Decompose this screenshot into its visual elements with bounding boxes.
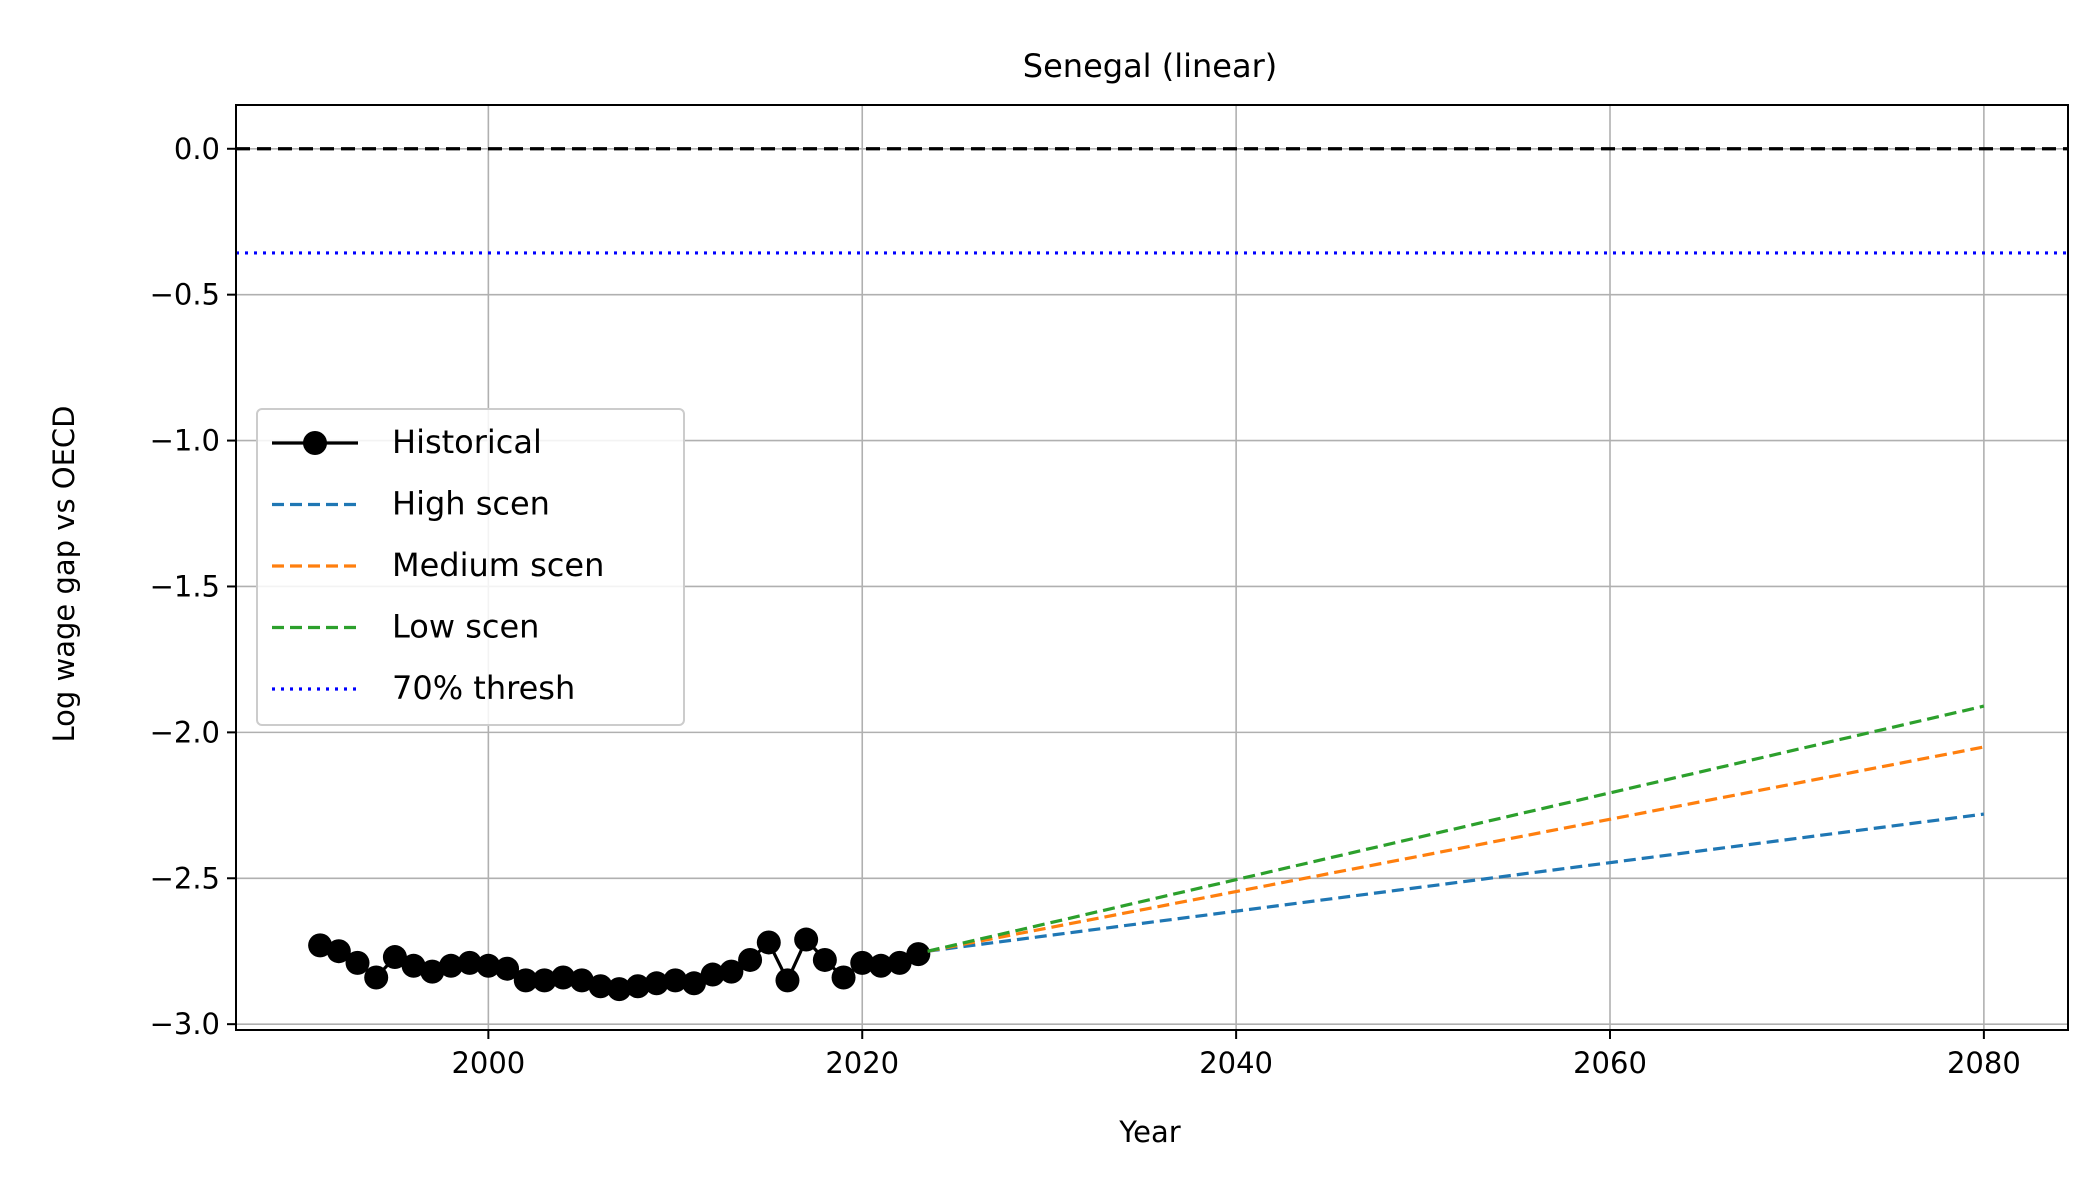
legend: Historical High scen Medium scen Low scen 70… [256, 408, 685, 726]
historical-point [382, 945, 407, 970]
y-tick-label: −0.5 [150, 278, 220, 312]
historical-point [850, 950, 875, 975]
historical-point [812, 947, 837, 972]
historical-point [569, 968, 594, 993]
historical-point [775, 968, 800, 993]
chart-title: Senegal (linear) [1023, 47, 1277, 85]
historical-point [513, 968, 538, 993]
x-tick-label: 2000 [451, 1046, 525, 1080]
high-scen-line [927, 812, 1985, 953]
tick-layer: 2000 2020 2040 2060 2080 0.0 −0.5 −1.0 −1.5 −2.0 −… [150, 132, 2021, 1080]
historical-point [663, 968, 688, 993]
y-tick-label: −2.5 [150, 861, 220, 895]
historical-point [906, 942, 931, 967]
x-tick-label: 2040 [1199, 1046, 1273, 1080]
plot-frame [235, 104, 2069, 1031]
historical-point [495, 956, 520, 981]
historical-point [794, 927, 819, 952]
historical-point [700, 962, 725, 987]
historical-point [868, 953, 893, 978]
x-tick-label: 2080 [1947, 1046, 2021, 1080]
historical-point [682, 971, 706, 996]
historical-point [326, 939, 351, 964]
historical-point [887, 950, 912, 975]
legend-label: Historical [392, 423, 542, 461]
low-scen-line [927, 704, 1985, 953]
y-tick-label: 0.0 [174, 132, 220, 166]
historical-point [420, 959, 445, 984]
series-layer [236, 147, 2068, 1002]
historical-point [438, 953, 463, 978]
historical-point [756, 930, 781, 955]
legend-label: Medium scen [392, 546, 604, 584]
historical-point [345, 950, 370, 975]
x-tick-label: 2060 [1573, 1046, 1647, 1080]
historical-point [551, 965, 576, 990]
y-tick-label: −2.0 [150, 715, 220, 749]
historical-point [588, 974, 613, 999]
historical-point [457, 950, 482, 975]
legend-label: Low scen [392, 608, 539, 646]
historical-point [831, 965, 856, 990]
legend-label: 70% thresh [392, 669, 575, 707]
x-tick-label: 2020 [825, 1046, 899, 1080]
historical-point [625, 974, 650, 999]
historical-point [476, 953, 501, 978]
y-tick-label: −1.5 [150, 569, 220, 603]
historical-point [738, 947, 763, 972]
historical-point [644, 971, 669, 996]
historical-point [364, 965, 389, 990]
y-tick-label: −1.0 [150, 424, 220, 458]
historical-point [532, 968, 557, 993]
legend-marker [303, 431, 327, 455]
x-axis-label: Year [1118, 1115, 1180, 1149]
y-tick-label: −3.0 [150, 1007, 220, 1041]
historical-point [308, 933, 333, 958]
historical-point [401, 953, 426, 978]
historical-point [719, 959, 744, 984]
legend-label: High scen [392, 485, 550, 523]
y-axis-label: Log wage gap vs OECD [47, 406, 81, 743]
legend-box [256, 408, 685, 726]
historical-point [607, 977, 632, 1002]
